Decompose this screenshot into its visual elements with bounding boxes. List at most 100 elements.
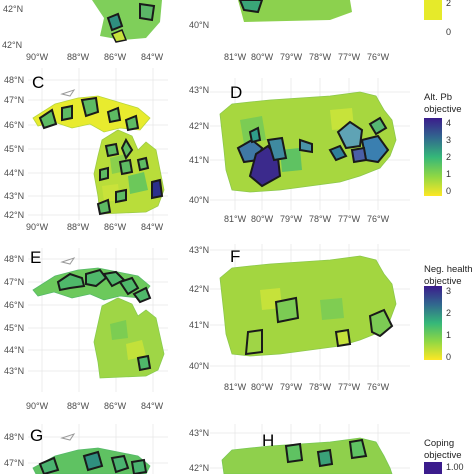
- tick-lat-d-42: 42°N: [189, 121, 209, 131]
- tick-lon-e-84: 84°W: [141, 401, 164, 411]
- legend-h-title-1: Coping: [424, 438, 454, 449]
- tick-lat-g-47: 47°N: [4, 458, 24, 468]
- legend-f-tick-0: 0: [446, 352, 451, 362]
- tick-lon-b-4: 78°W: [309, 52, 332, 62]
- tick-lat-f-40: 40°N: [189, 361, 209, 371]
- tick-lon-c-88: 88°W: [67, 222, 90, 232]
- tick-lat-h-43: 43°N: [189, 428, 209, 438]
- tick-lat-f-42: 42°N: [189, 284, 209, 294]
- tick-lon-f-80: 80°W: [251, 382, 274, 392]
- tick-lon-b-1: 81°W: [224, 52, 247, 62]
- tick-lon-a-4: 84°W: [141, 52, 164, 62]
- legend-h-colorbar: [424, 462, 442, 474]
- legend-f: Neg. health objective 3 2 1 0: [424, 264, 473, 362]
- tick-lat-d-43: 43°N: [189, 85, 209, 95]
- tick-lat-e-46: 46°N: [4, 300, 24, 310]
- tick-lon-e-86: 86°W: [104, 401, 127, 411]
- legend-f-tick-3: 3: [446, 286, 451, 296]
- tick-lon-e-90: 90°W: [26, 401, 49, 411]
- legend-d-tick-1: 1: [446, 169, 451, 179]
- tick-lon-a-1: 90°W: [26, 52, 49, 62]
- tick-lon-d-78: 78°W: [309, 214, 332, 224]
- panel-d-label: D: [230, 83, 242, 102]
- tick-lat-e-43: 43°N: [4, 366, 24, 376]
- panel-a-remnant: 42°N 42°N 90°W 88°W 86°W 84°W: [2, 0, 164, 62]
- tick-lat-c-43: 43°N: [4, 191, 24, 201]
- tick-lon-d-81: 81°W: [224, 214, 247, 224]
- tick-lat-h-42: 42°N: [189, 463, 209, 473]
- legend-f-tick-2: 2: [446, 308, 451, 318]
- tick-lat-e-48: 48°N: [4, 254, 24, 264]
- legend-d-tick-0: 0: [446, 186, 451, 196]
- pennsylvania-shape-h: [221, 437, 393, 474]
- legend-f-title-1: Neg. health: [424, 264, 473, 275]
- tick-lon-b-5: 77°W: [338, 52, 361, 62]
- tick-lat-d-40: 40°N: [189, 195, 209, 205]
- tick-lon-b-6: 76°W: [367, 52, 390, 62]
- tick-lon-d-77: 77°W: [338, 214, 361, 224]
- tick-lat-c-44: 44°N: [4, 168, 24, 178]
- legend-f-title-2: objective: [424, 276, 462, 287]
- panel-h: H 43°N 42°N: [189, 424, 410, 474]
- legend-top-tick-2: 2: [446, 0, 451, 8]
- tick-lat-e-45: 45°N: [4, 323, 24, 333]
- tick-lon-b-3: 79°W: [280, 52, 303, 62]
- tick-lon-f-79: 79°W: [280, 382, 303, 392]
- panel-e-highlight: [56, 268, 152, 372]
- legend-h-tick-1: 1.00: [446, 462, 464, 472]
- tick-lat-f-43: 43°N: [189, 245, 209, 255]
- tick-lon-b-2: 80°W: [251, 52, 274, 62]
- tick-lat-e-47: 47°N: [4, 277, 24, 287]
- legend-d-colorbar: [424, 118, 442, 196]
- tick-lat-a-2: 42°N: [2, 40, 22, 50]
- tick-lon-c-86: 86°W: [104, 222, 127, 232]
- panel-f-label: F: [230, 247, 240, 266]
- panel-h-highlight: [284, 438, 368, 468]
- tick-lon-d-76: 76°W: [367, 214, 390, 224]
- tick-lon-c-90: 90°W: [26, 222, 49, 232]
- tick-lon-c-84: 84°W: [141, 222, 164, 232]
- top-strip: 42°N 42°N 90°W 88°W 86°W 84°W 40°N 81°W …: [2, 0, 451, 62]
- tick-lon-f-77: 77°W: [338, 382, 361, 392]
- lake-island-outline: [60, 89, 76, 97]
- tick-lat-a: 42°N: [3, 4, 23, 14]
- tick-lat-c-47: 47°N: [4, 95, 24, 105]
- tick-lon-a-3: 86°W: [104, 52, 127, 62]
- panel-c-label: C: [32, 73, 44, 92]
- panel-g-highlight: [38, 450, 148, 474]
- panel-h-label: H: [262, 431, 274, 450]
- panel-b-remnant: 40°N 81°W 80°W 79°W 78°W 77°W 76°W: [189, 0, 390, 62]
- tick-lat-c-46: 46°N: [4, 120, 24, 130]
- michigan-lower-peninsula-e: [93, 297, 165, 379]
- legend-d-tick-3: 3: [446, 135, 451, 145]
- tick-lat-f-41: 41°N: [189, 320, 209, 330]
- panel-f: F 43°N 42°N 41°N 40°N 81°W 80°W 79°W 78°…: [189, 244, 410, 392]
- panel-g-label: G: [30, 426, 43, 445]
- panel-d: D 43°N 42°N 41°N 40°N 81°W 80°W 79°W 78°…: [189, 78, 410, 224]
- tick-lat-d-41: 41°N: [189, 155, 209, 165]
- tick-lat-c-48: 48°N: [4, 75, 24, 85]
- legend-top: 2 0: [424, 0, 451, 37]
- legend-f-colorbar: [424, 286, 442, 360]
- legend-h-title-2: objective: [424, 450, 462, 461]
- panel-c: C 48°N 47°N 46°N 45°N 44°N 43°N 42°N 90°…: [4, 68, 168, 232]
- panel-e: E 48°N 47°N 46°N 45°N 44°N 43°N 90°W 88°…: [4, 248, 168, 411]
- panel-f-highlight: [244, 296, 394, 356]
- lake-island-outline-g: [60, 433, 76, 441]
- legend-h: Coping objective 1.00: [424, 438, 464, 474]
- tick-lon-f-81: 81°W: [224, 382, 247, 392]
- legend-d: Alt. Pb objective 4 3 2 1 0: [424, 92, 462, 196]
- panel-c-highlight: [38, 96, 164, 216]
- legend-d-tick-2: 2: [446, 152, 451, 162]
- legend-f-tick-1: 1: [446, 330, 451, 340]
- panel-e-label: E: [30, 248, 41, 267]
- tick-lat-e-44: 44°N: [4, 345, 24, 355]
- legend-d-title-2: objective: [424, 104, 462, 115]
- panel-d-highlight: [236, 116, 390, 188]
- tick-lat-c-45: 45°N: [4, 144, 24, 154]
- tick-lon-f-78: 78°W: [309, 382, 332, 392]
- legend-d-title-1: Alt. Pb: [424, 92, 452, 103]
- tick-lat-c-42: 42°N: [4, 210, 24, 220]
- lake-island-outline-e: [60, 257, 76, 265]
